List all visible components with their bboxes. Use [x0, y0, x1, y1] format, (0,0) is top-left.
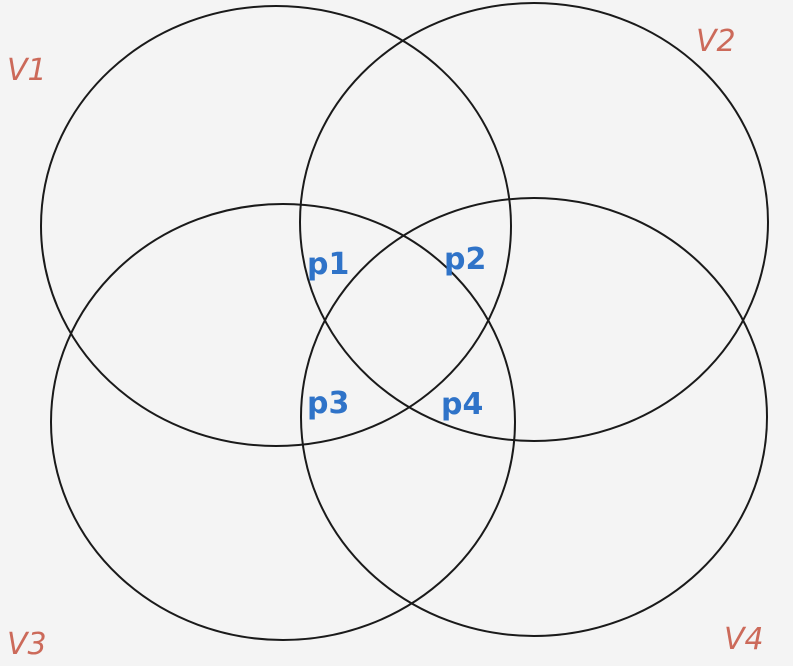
circle-v4 — [300, 197, 768, 637]
set-label-v4: V4 — [724, 622, 764, 657]
circle-v3 — [50, 203, 516, 641]
circle-v2 — [299, 2, 769, 442]
set-label-v2: V2 — [696, 24, 736, 59]
set-label-v1: V1 — [7, 53, 47, 88]
region-label-p4: p4 — [441, 387, 483, 422]
region-label-p3: p3 — [307, 386, 349, 421]
set-label-v3: V3 — [7, 627, 47, 662]
region-label-p2: p2 — [444, 242, 486, 277]
region-label-p1: p1 — [307, 247, 349, 282]
circle-v1 — [40, 5, 512, 447]
